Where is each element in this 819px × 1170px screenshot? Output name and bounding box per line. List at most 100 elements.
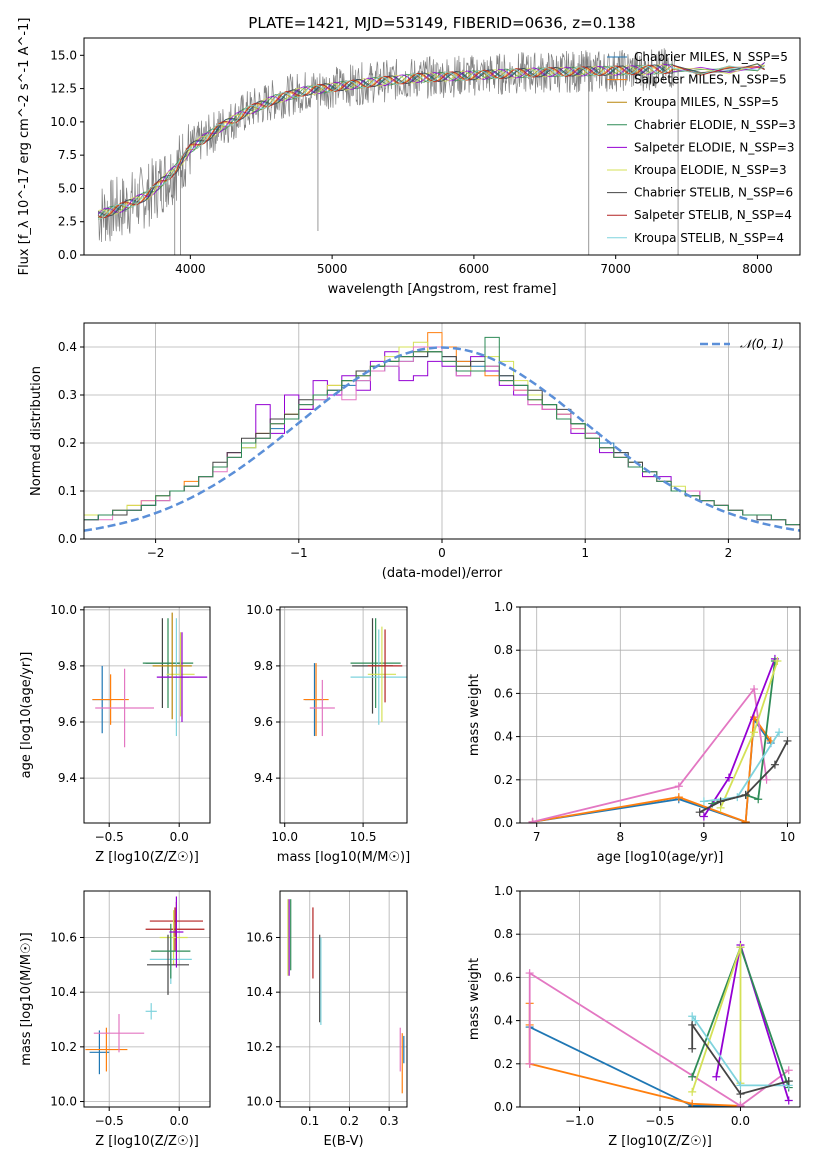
legend-label: Salpeter STELIB, N_SSP=4 (634, 208, 792, 222)
data-point-marker (674, 793, 683, 802)
x-tick-label: 8 (616, 830, 624, 844)
data-point-marker (770, 760, 779, 769)
y-tick-label: 2.5 (58, 215, 77, 229)
gaussian-curve (84, 346, 800, 532)
y-tick-label: 10.2 (246, 1040, 273, 1054)
y-tick-label: 10.4 (246, 985, 273, 999)
data-point-marker (724, 773, 733, 782)
y-tick-label: 10.6 (246, 930, 273, 944)
y-tick-label: 0.1 (58, 484, 77, 498)
y-tick-label: 0.8 (494, 643, 513, 657)
y-tick-label: 0.0 (58, 248, 77, 262)
data-point-marker (688, 1012, 697, 1021)
x-tick-label: 9 (700, 830, 708, 844)
plot-area (287, 899, 405, 1094)
x-tick-label: 5000 (317, 262, 348, 276)
y-tick-label: 0.0 (58, 532, 77, 546)
mass-weight-line (691, 1015, 789, 1087)
data-point-marker (736, 1090, 745, 1099)
data-point-marker (712, 1072, 721, 1081)
x-tick-label: −2 (147, 546, 165, 560)
mass-weight-line (532, 686, 768, 823)
data-point-marker (674, 782, 683, 791)
y-axis-label: mass weight (467, 674, 482, 756)
x-axis-label: Z [log10(Z/Z☉)] (95, 850, 199, 865)
legend-label: Kroupa MILES, N_SSP=5 (634, 95, 779, 109)
axes-frame (83, 606, 211, 824)
x-tick-label: 0.3 (380, 1114, 399, 1128)
legend-label: 𝒩(0, 1) (740, 337, 784, 351)
x-axis-label: Z [log10(Z/Z☉)] (95, 1134, 199, 1149)
x-tick-label: 4000 (175, 262, 206, 276)
plot-area (528, 654, 792, 823)
y-tick-label: 10.6 (50, 930, 77, 944)
plot-area (84, 332, 800, 532)
data-point-marker (688, 1072, 697, 1081)
mass-weight-line (532, 716, 772, 823)
model-spectrum (98, 63, 765, 217)
panel-age_vs_Z: −0.5 0.0 9.4 9.6 9.8 10.0 Z [log10(Z/Z☉)] age [… (19, 603, 211, 865)
y-tick-label: 10.0 (50, 603, 77, 617)
y-tick-label: 1.0 (494, 600, 513, 614)
data-point-marker (691, 1016, 700, 1025)
data-point-marker (688, 1099, 697, 1107)
y-tick-label: 10.0 (246, 603, 273, 617)
y-tick-label: 1.0 (494, 884, 513, 898)
y-tick-label: 9.8 (58, 659, 77, 673)
plot-area (525, 941, 793, 1107)
data-point-marker (736, 1101, 745, 1107)
x-tick-label: −1 (290, 546, 308, 560)
y-tick-label: 9.4 (58, 771, 77, 785)
y-tick-label: 0.2 (494, 773, 513, 787)
x-axis-label: (data-model)/error (382, 566, 503, 581)
plot-area (303, 618, 407, 737)
y-tick-label: 0.2 (58, 436, 77, 450)
legend-label: Salpeter MILES, N_SSP=5 (634, 73, 787, 87)
legend-label: Kroupa STELIB, N_SSP=4 (634, 231, 784, 245)
data-point-marker (762, 775, 771, 784)
x-tick-label: −0.5 (645, 1114, 674, 1128)
data-point-marker (699, 812, 708, 821)
data-point-marker (525, 969, 534, 978)
data-point-marker (741, 817, 750, 823)
mass-weight-line (691, 946, 742, 1093)
mass-weight-line (528, 1003, 741, 1107)
data-point-marker (784, 1096, 793, 1105)
y-tick-label: 5.0 (58, 181, 77, 195)
x-tick-label: 10.5 (350, 830, 377, 844)
panel-age_vs_mass: 10.0 10.5 9.4 9.6 9.8 10.0 mass [log10(M/M☉)] (246, 603, 410, 865)
y-tick-label: 10.0 (50, 1095, 77, 1109)
y-tick-label: 0.6 (494, 970, 513, 984)
model-spectrum (97, 63, 765, 217)
data-point-marker (783, 736, 792, 745)
x-tick-label: 0.0 (170, 1114, 189, 1128)
legend-label: Chabrier ELODIE, N_SSP=3 (634, 118, 796, 132)
x-tick-label: 10 (780, 830, 795, 844)
y-tick-label: 0.0 (494, 1100, 513, 1114)
y-tick-label: 0.4 (58, 340, 77, 354)
y-tick-label: 12.5 (50, 82, 77, 96)
x-axis-label: wavelength [Angstrom, rest frame] (328, 282, 557, 297)
panel-mass_weight_vs_age: 7 8 9 10 0.0 0.2 0.4 0.6 0.8 1.0 age [log10(age/yr… (467, 600, 801, 865)
y-axis-label: Flux [f_λ 10^-17 erg cm^-2 s^-1 A^-1] (17, 18, 32, 276)
data-point-marker (773, 657, 782, 665)
y-axis-label: mass [log10(M/M☉)] (19, 932, 34, 1065)
axes-frame (83, 37, 801, 256)
y-tick-label: 0.4 (494, 730, 513, 744)
x-tick-label: 0.0 (170, 830, 189, 844)
data-point-marker (688, 1044, 697, 1053)
y-axis-label: Normed distribution (29, 366, 44, 496)
mass-weight-line (691, 1022, 789, 1096)
x-tick-label: −1.0 (565, 1114, 594, 1128)
x-tick-label: 8000 (742, 262, 773, 276)
data-point-marker (784, 1077, 793, 1086)
axes-frame (279, 606, 408, 824)
data-point-marker (699, 797, 708, 806)
panel-mass_vs_ebv: 0.1 0.2 0.3 10.0 10.2 10.4 10.6 E(B-V) (246, 890, 408, 1149)
x-axis-label: E(B-V) (323, 1134, 363, 1149)
y-tick-label: 0.2 (494, 1057, 513, 1071)
data-point-marker (775, 728, 784, 737)
model-spectrum (98, 64, 765, 218)
x-axis-label: mass [log10(M/M☉)] (277, 850, 410, 865)
